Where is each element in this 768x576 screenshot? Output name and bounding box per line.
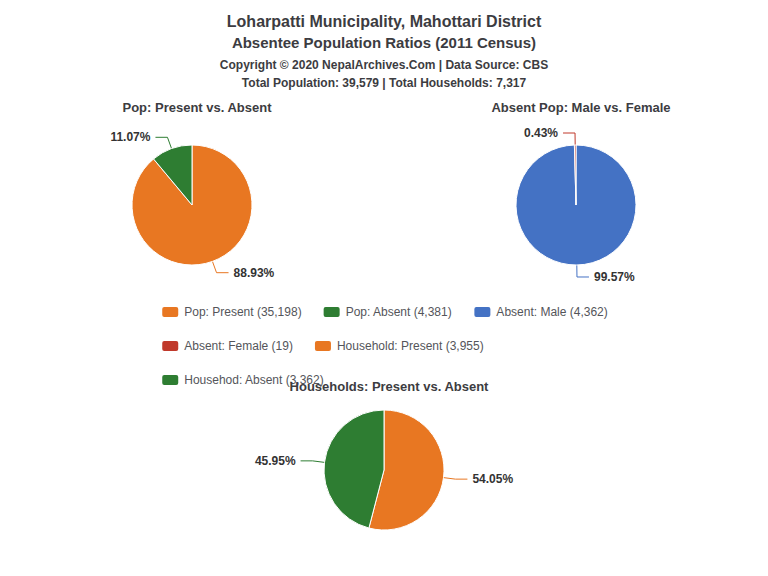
svg-text:99.57%: 99.57%	[594, 270, 635, 284]
svg-text:88.93%: 88.93%	[234, 266, 275, 280]
svg-text:Pop: Present vs. Absent: Pop: Present vs. Absent	[122, 100, 272, 115]
svg-text:Household: Present (3,955): Household: Present (3,955)	[337, 339, 484, 353]
svg-text:Pop: Present (35,198): Pop: Present (35,198)	[184, 305, 301, 319]
svg-text:54.05%: 54.05%	[472, 472, 513, 486]
svg-text:0.43%: 0.43%	[524, 126, 558, 140]
svg-text:Absent Pop: Male vs. Female: Absent Pop: Male vs. Female	[491, 100, 670, 115]
svg-text:Househod: Absent (3,362): Househod: Absent (3,362)	[184, 373, 324, 387]
svg-text:Total Population: 39,579 | Tot: Total Population: 39,579 | Total Househo…	[242, 76, 527, 90]
svg-text:Absent: Female (19): Absent: Female (19)	[184, 339, 293, 353]
svg-text:Pop: Absent (4,381): Pop: Absent (4,381)	[346, 305, 452, 319]
svg-text:Copyright © 2020 NepalArchives: Copyright © 2020 NepalArchives.Com | Dat…	[220, 58, 548, 72]
svg-text:45.95%: 45.95%	[255, 454, 296, 468]
svg-text:Absentee Population Ratios (20: Absentee Population Ratios (2011 Census)	[232, 34, 536, 51]
svg-text:Households: Present vs. Absent: Households: Present vs. Absent	[290, 379, 490, 394]
svg-text:Loharpatti Municipality, Mahot: Loharpatti Municipality, Mahottari Distr…	[227, 13, 542, 30]
svg-text:Absent: Male (4,362): Absent: Male (4,362)	[496, 305, 607, 319]
svg-text:11.07%: 11.07%	[110, 130, 150, 144]
